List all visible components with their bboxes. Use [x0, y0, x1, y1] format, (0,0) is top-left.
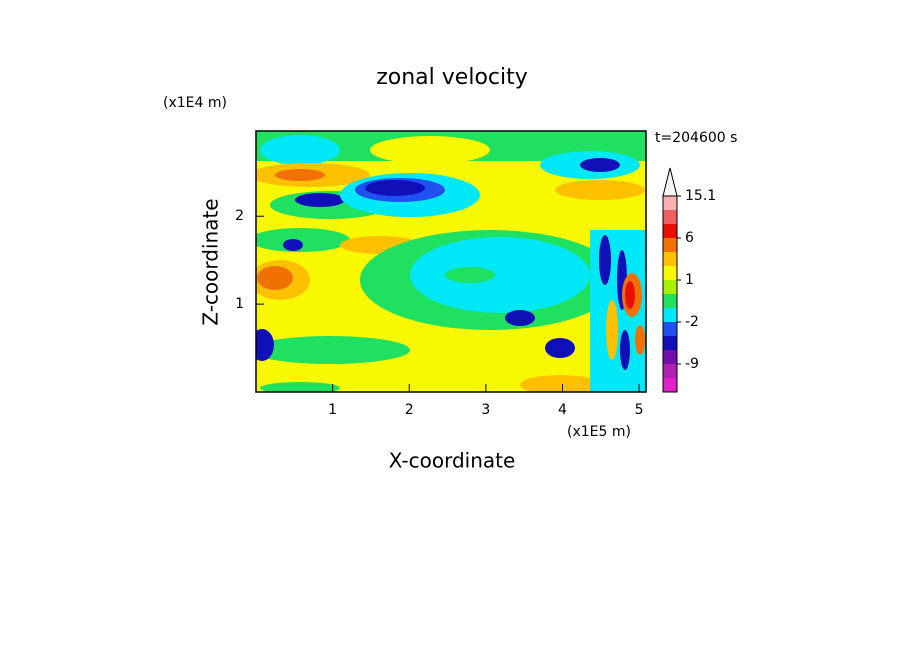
- colorbar-tick-label: -2: [685, 314, 699, 330]
- colorbar-segment: [663, 252, 677, 266]
- y-axis-label: Z-coordinate: [199, 198, 223, 325]
- colorbar-segment: [663, 196, 677, 210]
- colorbar-tick-label: -9: [685, 356, 699, 372]
- y-unit: (x1E4 m): [163, 95, 227, 111]
- colorbar-segment: [663, 322, 677, 336]
- x-tick-label: 5: [635, 402, 644, 418]
- plot-frame: [255, 130, 647, 393]
- colorbar-segment: [663, 266, 677, 280]
- chart-title: zonal velocity: [376, 65, 528, 90]
- colorbar-tick-label: 1: [685, 272, 694, 288]
- colorbar-extension: [662, 167, 678, 197]
- y-tick-label: 1: [235, 296, 244, 312]
- colorbar-tick-label: 6: [685, 230, 694, 246]
- colorbar-segment: [663, 238, 677, 252]
- contour-field: [256, 131, 646, 392]
- x-tick-label: 4: [558, 402, 567, 418]
- x-tick-label: 3: [481, 402, 490, 418]
- colorbar-segment: [663, 350, 677, 364]
- colorbar-segment: [663, 364, 677, 378]
- colorbar-frame: [662, 195, 678, 393]
- y-tick-label: 2: [235, 208, 244, 224]
- colorbar-segment: [663, 210, 677, 224]
- colorbar-segment: [663, 280, 677, 294]
- colorbar-segment: [663, 336, 677, 350]
- colorbar-segment: [663, 308, 677, 322]
- time-label: t=204600 s: [655, 130, 737, 146]
- x-unit: (x1E5 m): [567, 424, 631, 440]
- colorbar-segment: [663, 378, 677, 392]
- colorbar-segment: [663, 294, 677, 308]
- x-axis-label: X-coordinate: [389, 449, 516, 473]
- colorbar-segment: [663, 224, 677, 238]
- x-tick-label: 2: [405, 402, 414, 418]
- x-tick-label: 1: [328, 402, 337, 418]
- colorbar-tick-label: 15.1: [685, 188, 716, 204]
